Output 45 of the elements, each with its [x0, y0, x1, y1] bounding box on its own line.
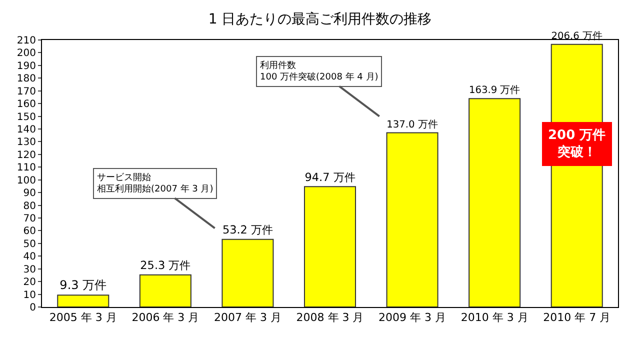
bar — [57, 294, 110, 307]
y-tick-label: 160 — [16, 99, 36, 110]
y-tick-label: 10 — [23, 290, 36, 301]
y-tick-label: 110 — [16, 162, 36, 174]
x-tick-label: 2008 年 3 月 — [296, 311, 364, 324]
y-tick-label: 0 — [30, 302, 36, 314]
y-tick-label: 130 — [16, 137, 36, 148]
x-tick-label: 2005 年 3 月 — [49, 311, 117, 324]
y-tick-label: 80 — [23, 200, 36, 212]
y-tick-label: 100 — [16, 175, 36, 186]
y-tick-label: 180 — [16, 74, 36, 85]
y-tick-label: 200 — [16, 48, 36, 60]
data-label: 25.3 万件 — [140, 259, 191, 272]
y-tick-label: 60 — [23, 226, 36, 238]
bar — [139, 274, 192, 307]
y-tick-label: 20 — [23, 277, 36, 288]
y-tick-label: 170 — [16, 86, 36, 98]
bar — [304, 186, 356, 307]
y-tick-label: 140 — [16, 124, 36, 136]
data-label: 9.3 万件 — [60, 278, 107, 292]
y-tick-label: 210 — [16, 36, 36, 46]
x-tick-label: 2006 年 3 月 — [132, 311, 200, 324]
x-tick-label: 2007 年 3 月 — [214, 311, 282, 324]
y-tick-label: 190 — [16, 60, 36, 72]
y-tick-label: 90 — [23, 188, 36, 200]
x-tick-label: 2010 年 7 月 — [543, 311, 611, 324]
annotation: 200 万件突破！ — [548, 128, 606, 160]
y-tick-label: 30 — [23, 264, 36, 276]
data-label: 94.7 万件 — [304, 170, 356, 184]
y-tick-label: 50 — [23, 238, 36, 250]
y-tick-label: 40 — [23, 252, 36, 263]
y-tick-label: 120 — [16, 150, 36, 161]
y-tick-label: 70 — [23, 214, 36, 224]
annotation: サービス開始相互利用開始(2007 年 3 月) — [97, 172, 214, 195]
x-tick-label: 2010 年 3 月 — [460, 311, 528, 324]
chart-title: 1 日あたりの最高ご利用件数の推移 — [208, 12, 432, 28]
x-tick-label: 2009 年 3 月 — [378, 311, 446, 324]
annotation: 利用件数 100 万件突破(2008 年 4 月) — [260, 60, 378, 83]
bar — [386, 132, 438, 307]
bar — [468, 98, 521, 307]
data-label: 137.0 万件 — [386, 119, 438, 130]
y-tick-label: 150 — [16, 112, 36, 123]
data-label: 53.2 万件 — [222, 224, 273, 237]
data-label: 163.9 万件 — [468, 85, 520, 96]
bar — [222, 238, 274, 307]
